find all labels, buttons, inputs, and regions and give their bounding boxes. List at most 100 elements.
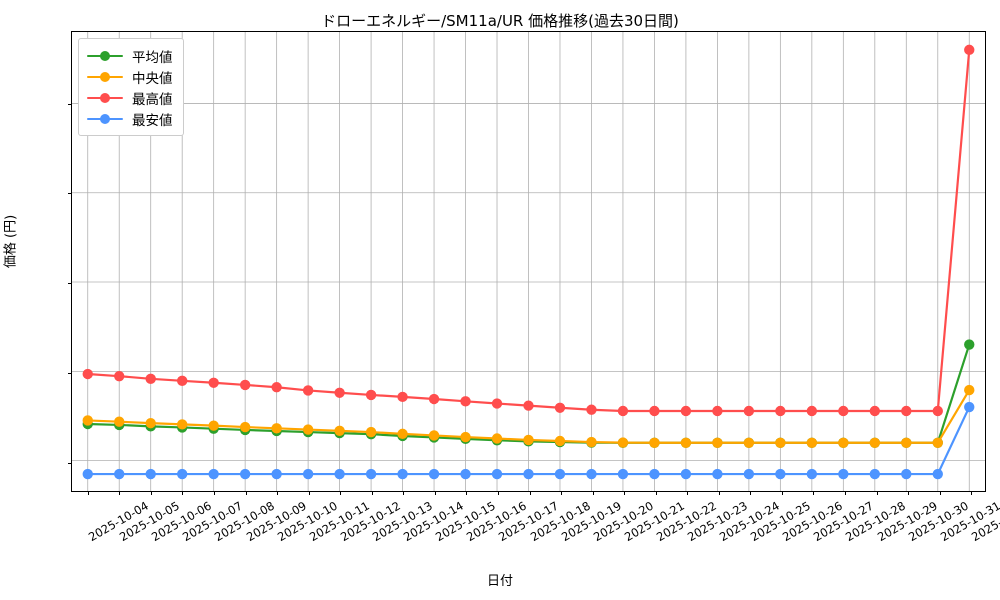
legend-item-2[interactable]: 中央値 (87, 66, 173, 87)
x-tick-label: 2025-10-27 (811, 498, 877, 545)
legend-label: 平均値 (132, 49, 173, 66)
x-tick-label: 2025-10-22 (653, 498, 719, 545)
data-point (932, 405, 943, 417)
data-point (649, 437, 660, 448)
data-point (743, 468, 755, 480)
data-point (775, 437, 786, 448)
data-point (554, 402, 566, 413)
series-1 (82, 339, 975, 448)
series-2 (82, 384, 975, 448)
y-tick-mark (68, 103, 72, 105)
data-point (712, 405, 723, 417)
x-tick-label: 2025-10-11 (306, 498, 372, 545)
x-tick-label: 2025-10-21 (622, 498, 688, 545)
x-tick-mark (971, 491, 973, 495)
data-point (145, 373, 156, 385)
x-tick-mark (87, 491, 89, 495)
y-axis-label: 価格 (円) (3, 214, 19, 269)
x-tick-mark (718, 491, 720, 495)
data-point (617, 468, 629, 480)
x-tick-label: 2025-10-23 (685, 498, 751, 545)
data-point (964, 339, 975, 350)
x-tick-mark (403, 491, 405, 495)
x-tick-label: 2025-11-01 (969, 498, 1000, 545)
data-point (239, 379, 251, 391)
legend-swatch-icon (87, 112, 123, 126)
data-point (523, 434, 534, 446)
x-tick-label: 2025-10-05 (117, 498, 183, 545)
x-tick-mark (150, 491, 152, 495)
data-point (617, 405, 629, 417)
data-point (806, 405, 818, 417)
x-tick-label: 2025-10-20 (590, 498, 656, 545)
data-point (775, 405, 786, 417)
x-tick-label: 2025-10-25 (748, 498, 814, 545)
x-tick-mark (781, 491, 783, 495)
data-point (901, 437, 912, 448)
data-point (397, 468, 408, 480)
data-point (239, 468, 251, 480)
data-point (114, 416, 125, 427)
data-point (239, 421, 251, 433)
legend-item-1[interactable]: 平均値 (87, 45, 173, 66)
series-4 (82, 401, 975, 480)
data-point (712, 468, 723, 480)
x-tick-mark (592, 491, 594, 495)
x-tick-mark (655, 491, 657, 495)
data-point (460, 396, 471, 407)
data-point (554, 435, 566, 447)
x-tick-label: 2025-10-16 (464, 498, 530, 545)
data-point (397, 428, 408, 440)
data-point (428, 468, 440, 480)
x-tick-label: 2025-10-26 (779, 498, 845, 545)
legend-item-4[interactable]: 最安値 (87, 108, 173, 129)
data-point (491, 398, 503, 409)
data-point (743, 405, 755, 417)
x-tick-label: 2025-10-28 (843, 498, 908, 545)
y-tick-mark (68, 462, 72, 464)
data-series-layer (82, 44, 975, 480)
data-point (586, 404, 597, 415)
data-point (838, 437, 849, 448)
x-axis-label: 日付 (486, 574, 513, 589)
data-point (617, 437, 629, 448)
data-point (901, 405, 912, 417)
x-tick-mark (308, 491, 310, 495)
data-point (82, 368, 93, 380)
x-tick-mark (277, 491, 279, 495)
x-tick-label: 2025-10-12 (338, 498, 404, 545)
data-point (271, 423, 282, 434)
x-tick-label: 2025-10-24 (716, 498, 782, 545)
plot-area: 5001000150020002500 2025-10-042025-10-05… (68, 31, 1000, 544)
data-point (964, 384, 975, 396)
legend-label: 最高値 (132, 91, 173, 108)
x-tick-label: 2025-10-14 (401, 498, 467, 545)
legend-swatch-icon (87, 91, 123, 105)
data-point (82, 415, 93, 426)
data-point (964, 401, 975, 413)
x-tick-mark (876, 491, 878, 495)
data-point (932, 468, 943, 480)
x-tick-mark (371, 491, 373, 495)
data-point (523, 468, 534, 480)
data-point (271, 382, 282, 393)
x-tick-mark (245, 491, 247, 495)
x-tick-mark (908, 491, 910, 495)
data-point (271, 468, 282, 480)
legend-label: 中央値 (132, 70, 173, 87)
data-point (806, 468, 818, 480)
data-point (302, 468, 314, 480)
chart-legend: 平均値中央値最高値 最安値 (78, 38, 184, 136)
data-point (680, 405, 692, 417)
x-tick-mark (340, 491, 342, 495)
data-point (208, 420, 219, 431)
data-point (775, 468, 786, 480)
legend-item-3[interactable]: 最高値 (87, 87, 173, 108)
data-point (649, 405, 660, 417)
x-tick-label: 2025-10-08 (211, 498, 277, 545)
data-point (365, 426, 377, 438)
data-point (365, 389, 377, 401)
data-point (460, 431, 471, 443)
data-point (554, 468, 566, 480)
data-point (302, 385, 314, 396)
